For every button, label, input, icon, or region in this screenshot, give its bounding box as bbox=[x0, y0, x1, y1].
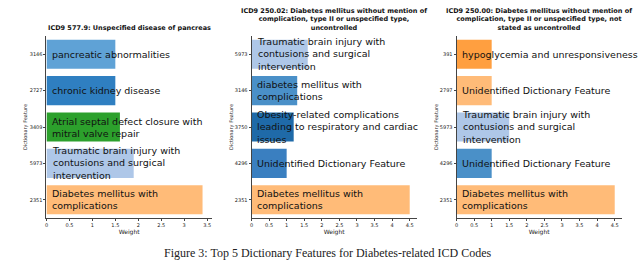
svg-text:ICD9 250.00: Diabetes mellitus: ICD9 250.00: Diabetes mellitus without m… bbox=[446, 7, 632, 32]
svg-text:2: 2 bbox=[137, 222, 140, 228]
svg-text:2727: 2727 bbox=[30, 87, 43, 93]
svg-text:2.5: 2.5 bbox=[540, 222, 548, 228]
svg-text:Diabetes mellitus withcomplica: Diabetes mellitus withcomplications bbox=[52, 188, 158, 211]
svg-text:Dictionary Feature: Dictionary Feature bbox=[228, 104, 235, 150]
svg-text:4.5: 4.5 bbox=[406, 222, 414, 228]
svg-text:2: 2 bbox=[320, 222, 323, 228]
svg-text:Traumatic brain injury withcon: Traumatic brain injury withcontusions an… bbox=[257, 36, 385, 72]
svg-text:2351: 2351 bbox=[30, 197, 43, 203]
svg-text:1: 1 bbox=[91, 222, 94, 228]
svg-text:0: 0 bbox=[250, 222, 253, 228]
svg-text:2351: 2351 bbox=[235, 197, 248, 203]
svg-text:0.5: 0.5 bbox=[470, 222, 478, 228]
svg-text:4: 4 bbox=[391, 222, 394, 228]
svg-text:1: 1 bbox=[285, 222, 288, 228]
svg-text:5973: 5973 bbox=[440, 124, 453, 130]
svg-text:3.5: 3.5 bbox=[576, 222, 584, 228]
svg-text:pancreatic abnormalities: pancreatic abnormalities bbox=[52, 49, 170, 60]
svg-text:4: 4 bbox=[596, 222, 599, 228]
svg-text:Dictionary Feature: Dictionary Feature bbox=[22, 104, 29, 150]
svg-text:1.5: 1.5 bbox=[111, 222, 119, 228]
svg-text:5973: 5973 bbox=[30, 160, 43, 166]
svg-text:Diabetes mellitus withcomplica: Diabetes mellitus withcomplications bbox=[257, 188, 363, 211]
svg-text:3: 3 bbox=[355, 222, 358, 228]
svg-text:4296: 4296 bbox=[440, 160, 453, 166]
svg-text:1.5: 1.5 bbox=[505, 222, 513, 228]
svg-text:3409: 3409 bbox=[30, 124, 43, 130]
svg-text:0.5: 0.5 bbox=[265, 222, 273, 228]
svg-text:diabetes mellitus withcomplica: diabetes mellitus withcomplications bbox=[257, 79, 362, 102]
svg-text:3146: 3146 bbox=[30, 51, 43, 57]
svg-text:0: 0 bbox=[45, 222, 48, 228]
svg-text:4296: 4296 bbox=[235, 160, 248, 166]
svg-text:Unidentified Dictionary Featur: Unidentified Dictionary Feature bbox=[257, 158, 406, 169]
svg-text:2797: 2797 bbox=[440, 87, 453, 93]
svg-text:3.5: 3.5 bbox=[371, 222, 379, 228]
svg-text:Atrial septal defect closure w: Atrial septal defect closure withmitral … bbox=[52, 116, 203, 139]
svg-text:Figure 3: Top 5 Dictionary Fea: Figure 3: Top 5 Dictionary Features for … bbox=[164, 246, 492, 260]
svg-text:Weight: Weight bbox=[119, 228, 141, 236]
svg-text:Dictionary Feature: Dictionary Feature bbox=[433, 104, 440, 150]
svg-text:1: 1 bbox=[490, 222, 493, 228]
svg-text:5973: 5973 bbox=[235, 51, 248, 57]
svg-text:Traumatic brain injury withcon: Traumatic brain injury withcontusions an… bbox=[462, 109, 590, 145]
svg-text:391: 391 bbox=[443, 51, 453, 57]
svg-text:Unidentified Dictionary Featur: Unidentified Dictionary Feature bbox=[462, 158, 611, 169]
svg-text:hypoglycemia and unresponsiven: hypoglycemia and unresponsiveness bbox=[462, 49, 638, 60]
svg-text:Obesity-related complicationsl: Obesity-related complicationsleading to … bbox=[257, 109, 418, 145]
svg-text:Weight: Weight bbox=[529, 228, 551, 236]
svg-text:3750: 3750 bbox=[235, 124, 248, 130]
svg-text:4.5: 4.5 bbox=[611, 222, 619, 228]
svg-text:Weight: Weight bbox=[324, 228, 346, 236]
svg-text:3: 3 bbox=[560, 222, 563, 228]
svg-text:Unidentified Dictionary Featur: Unidentified Dictionary Feature bbox=[462, 85, 611, 96]
svg-text:2.5: 2.5 bbox=[157, 222, 165, 228]
svg-text:3: 3 bbox=[183, 222, 186, 228]
svg-text:3.5: 3.5 bbox=[203, 222, 211, 228]
svg-text:2.5: 2.5 bbox=[335, 222, 343, 228]
svg-text:0.5: 0.5 bbox=[65, 222, 73, 228]
svg-text:Traumatic brain injury withcon: Traumatic brain injury withcontusions an… bbox=[52, 145, 180, 181]
svg-text:1.5: 1.5 bbox=[300, 222, 308, 228]
svg-text:2351: 2351 bbox=[440, 197, 453, 203]
svg-text:ICD9 577.9: Unspecified diseas: ICD9 577.9: Unspecified disease of pancr… bbox=[48, 24, 211, 32]
svg-text:chronic kidney disease: chronic kidney disease bbox=[52, 85, 161, 96]
svg-text:2: 2 bbox=[525, 222, 528, 228]
svg-text:0: 0 bbox=[455, 222, 458, 228]
svg-text:Diabetes mellitus withcomplica: Diabetes mellitus withcomplications bbox=[462, 188, 568, 211]
svg-text:ICD9 250.02: Diabetes mellitus: ICD9 250.02: Diabetes mellitus without m… bbox=[241, 7, 427, 32]
svg-text:3146: 3146 bbox=[235, 87, 248, 93]
